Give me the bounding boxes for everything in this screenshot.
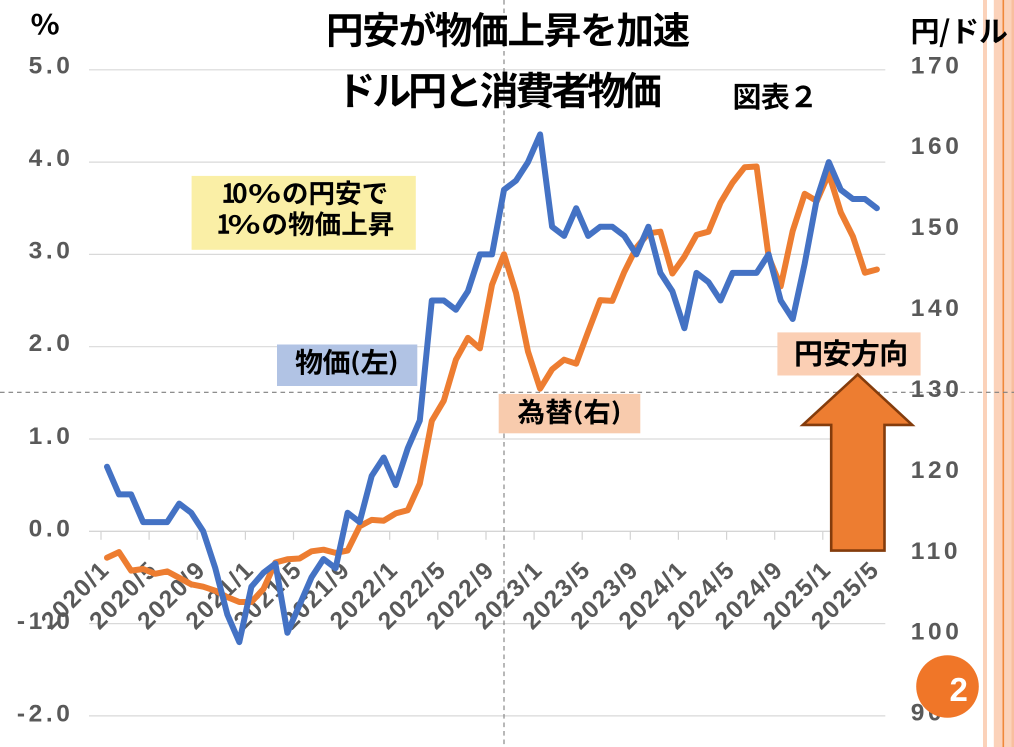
svg-text:160: 160 bbox=[911, 133, 963, 160]
svg-text:-1.0: -1.0 bbox=[17, 608, 74, 635]
svg-text:170: 170 bbox=[911, 52, 963, 79]
svg-text:100: 100 bbox=[911, 619, 963, 646]
svg-text:3.0: 3.0 bbox=[29, 238, 74, 265]
svg-text:1.0: 1.0 bbox=[29, 423, 74, 450]
svg-text:2: 2 bbox=[950, 671, 968, 708]
svg-text:4.0: 4.0 bbox=[29, 145, 74, 172]
svg-text:130: 130 bbox=[911, 376, 963, 403]
svg-text:140: 140 bbox=[911, 295, 963, 322]
svg-text:120: 120 bbox=[911, 457, 963, 484]
svg-text:5.0: 5.0 bbox=[29, 52, 74, 79]
svg-text:-2.0: -2.0 bbox=[17, 701, 74, 728]
svg-text:110: 110 bbox=[911, 538, 961, 565]
svg-text:2.0: 2.0 bbox=[29, 330, 74, 357]
svg-text:0.0: 0.0 bbox=[29, 515, 74, 542]
svg-text:150: 150 bbox=[911, 214, 963, 241]
